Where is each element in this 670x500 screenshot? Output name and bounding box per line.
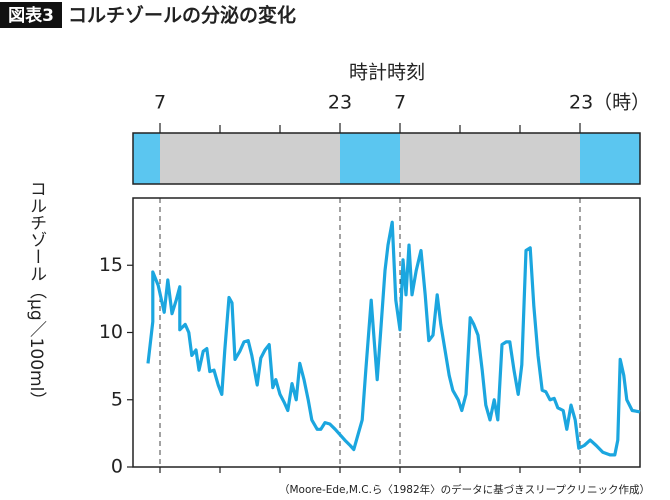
x-tick-label: 23 [328,92,352,114]
plot-frame [132,197,641,468]
awake-band [160,133,340,184]
time-bar-frame [132,132,641,185]
x-tick-label: 23（時） [569,92,650,114]
y-axis-title: コルチゾール（μg／100ml） [26,180,46,409]
y-tick-label: 0 [111,456,123,478]
y-tick-label: 5 [111,388,123,410]
x-tick-label: 7 [394,92,406,114]
chart-title: コルチゾールの分泌の変化 [68,4,296,27]
cortisol-line [146,220,641,457]
label-box [0,2,62,28]
source: （Moore-Ede,M.C.ら〈1982年〉のデータに基づきスリープクリニック… [279,483,650,496]
sleep-band [340,133,400,184]
x-axis-title: 時計時刻 [349,62,425,84]
awake-band [400,133,580,184]
sleep-band [133,133,160,184]
y-tick-label: 10 [99,321,123,343]
y-tick-label: 15 [99,254,123,276]
x-tick-label: 7 [154,92,166,114]
chart-label: 図表3 [8,5,54,26]
sleep-band [580,133,640,184]
